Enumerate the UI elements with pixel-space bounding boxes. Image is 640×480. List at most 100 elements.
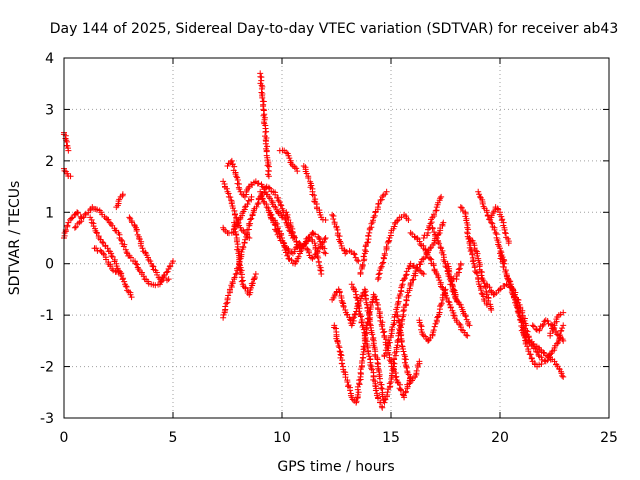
data-point-interp bbox=[462, 313, 469, 320]
data-point-interp bbox=[238, 249, 245, 256]
data-point-interp bbox=[293, 239, 300, 246]
series-arc-b4 bbox=[224, 157, 285, 221]
data-point-interp bbox=[231, 207, 238, 214]
data-point-interp bbox=[366, 308, 373, 315]
data-point-interp bbox=[371, 212, 378, 219]
x-tick-label: 25 bbox=[600, 430, 618, 446]
data-point-interp bbox=[94, 247, 101, 254]
data-point-interp bbox=[528, 355, 535, 362]
data-point-interp bbox=[502, 229, 509, 236]
data-point-interp bbox=[405, 292, 412, 299]
data-point bbox=[246, 235, 253, 241]
data-point bbox=[241, 204, 248, 211]
data-point bbox=[366, 353, 373, 360]
data-point-interp bbox=[134, 261, 141, 268]
data-point-interp bbox=[260, 98, 267, 105]
data-point-interp bbox=[312, 246, 319, 253]
series-arc-d7 bbox=[488, 204, 512, 247]
data-point-interp bbox=[233, 270, 240, 277]
data-point-interp bbox=[334, 339, 341, 346]
data-point-interp bbox=[356, 377, 363, 384]
data-point-interp bbox=[538, 354, 545, 361]
data-point-interp bbox=[436, 240, 443, 247]
data-point-interp bbox=[389, 324, 396, 331]
data-point bbox=[414, 235, 421, 241]
data-point-interp bbox=[446, 299, 453, 306]
data-point bbox=[457, 301, 464, 308]
series-arc-a1 bbox=[61, 209, 85, 241]
data-point-interp bbox=[61, 167, 68, 174]
data-point bbox=[289, 229, 296, 236]
data-point bbox=[560, 322, 567, 329]
data-point-interp bbox=[152, 282, 159, 289]
data-point bbox=[233, 173, 240, 180]
series-arc-a2 bbox=[60, 129, 72, 154]
data-point-interp bbox=[431, 240, 438, 247]
data-point-interp bbox=[386, 357, 393, 364]
data-point-interp bbox=[522, 333, 529, 340]
data-point-interp bbox=[441, 289, 448, 296]
data-point-interp bbox=[540, 349, 547, 356]
data-point-interp bbox=[513, 300, 520, 307]
data-point-interp bbox=[445, 298, 452, 305]
series-arc-d8 bbox=[497, 250, 567, 365]
data-point-interp bbox=[391, 223, 398, 230]
data-point bbox=[237, 188, 244, 195]
data-point-interp bbox=[354, 300, 361, 307]
series-arc-c1 bbox=[329, 219, 447, 406]
data-point bbox=[529, 322, 536, 329]
data-point-interp bbox=[347, 387, 354, 394]
data-point-interp bbox=[109, 253, 116, 260]
data-point-interp bbox=[401, 275, 408, 282]
data-point-interp bbox=[366, 225, 373, 232]
data-point-interp bbox=[377, 264, 384, 271]
y-tick-label: 3 bbox=[45, 102, 54, 118]
data-point-interp bbox=[264, 162, 271, 169]
data-point-interp bbox=[494, 205, 501, 212]
data-point-interp bbox=[369, 331, 376, 338]
data-point-interp bbox=[295, 253, 302, 260]
data-point-interp bbox=[289, 228, 296, 235]
data-point bbox=[74, 209, 81, 216]
data-point bbox=[294, 168, 301, 175]
data-point-interp bbox=[242, 236, 249, 243]
data-point bbox=[379, 404, 386, 411]
data-point bbox=[483, 291, 490, 298]
data-point-interp bbox=[386, 337, 393, 344]
data-point-interp bbox=[400, 348, 407, 355]
data-point-interp bbox=[330, 216, 337, 223]
data-point-interp bbox=[258, 89, 265, 96]
data-point-interp bbox=[268, 211, 275, 218]
data-point-interp bbox=[474, 270, 481, 277]
data-point-interp bbox=[231, 221, 238, 228]
data-point-interp bbox=[516, 316, 523, 323]
data-point-interp bbox=[243, 233, 250, 240]
data-point-interp bbox=[271, 203, 278, 210]
data-point-interp bbox=[305, 175, 312, 182]
data-point bbox=[119, 191, 126, 198]
data-point-interp bbox=[396, 325, 403, 332]
data-point-interp bbox=[556, 335, 563, 342]
data-point-interp bbox=[405, 371, 412, 378]
data-point bbox=[337, 240, 344, 247]
x-tick-label: 5 bbox=[169, 430, 178, 446]
data-point bbox=[383, 188, 390, 195]
data-point-interp bbox=[90, 223, 97, 230]
data-point-interp bbox=[423, 249, 430, 256]
data-point-interp bbox=[280, 239, 287, 246]
data-point-interp bbox=[402, 272, 409, 279]
series-arc-b10 bbox=[283, 209, 329, 257]
data-point-interp bbox=[245, 197, 252, 204]
data-point bbox=[370, 214, 377, 221]
data-point-interp bbox=[317, 211, 324, 218]
data-point-interp bbox=[386, 380, 393, 387]
x-tick-label: 20 bbox=[491, 430, 509, 446]
data-point bbox=[322, 250, 329, 257]
data-point bbox=[483, 209, 490, 216]
data-point-interp bbox=[304, 237, 311, 244]
data-point-interp bbox=[255, 180, 262, 187]
data-point-interp bbox=[376, 399, 383, 406]
data-point-interp bbox=[437, 195, 444, 202]
data-point-interp bbox=[429, 225, 436, 232]
data-point bbox=[466, 322, 473, 329]
